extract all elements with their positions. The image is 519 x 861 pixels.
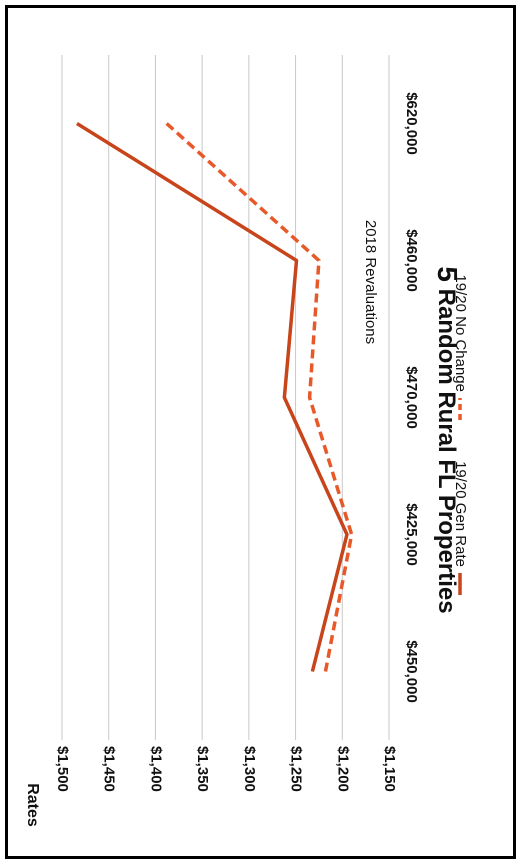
y-tick-label: $1,200 xyxy=(334,746,351,792)
grid-lines xyxy=(61,55,390,740)
chart-frame xyxy=(5,5,516,859)
series-lines xyxy=(76,122,354,672)
series-gen-rate-line xyxy=(76,122,349,672)
legend: 19/20 Gen Rate 19/20 No Change xyxy=(452,274,469,595)
x-tick-label: $470,000 xyxy=(403,366,420,429)
y-axis-ticks: $1,150 $1,200 $1,250 $1,300 $1,350 $1,400 $1,4… xyxy=(54,746,398,792)
series-no-change-line xyxy=(165,122,354,672)
y-tick-label: $1,500 xyxy=(54,746,71,792)
x-tick-label: $460,000 xyxy=(403,229,420,292)
y-tick-label: $1,300 xyxy=(241,746,258,792)
x-tick-label: $620,000 xyxy=(403,92,420,155)
x-tick-label: $425,000 xyxy=(403,503,420,566)
y-tick-label: $1,250 xyxy=(288,746,305,792)
chart-title: 5 Random Rural FL Properties xyxy=(432,266,463,613)
x-tick-label: $450,000 xyxy=(403,640,420,703)
x-axis-ticks: $450,000 $425,000 $470,000 $460,000 $620,000 xyxy=(403,92,420,703)
x-axis-label: 2018 Revaluations xyxy=(362,220,379,344)
y-axis-label: Rates xyxy=(24,783,41,827)
legend-label: 19/20 Gen Rate xyxy=(452,461,469,567)
legend-label: 19/20 No Change xyxy=(452,274,469,392)
y-tick-label: $1,450 xyxy=(101,746,118,792)
chart-title-text: Random Rural FL Properties xyxy=(433,282,460,614)
y-tick-label: $1,400 xyxy=(147,746,164,792)
y-tick-label: $1,150 xyxy=(381,746,398,792)
chart-title-number: 5 xyxy=(432,266,463,282)
y-tick-label: $1,350 xyxy=(194,746,211,792)
